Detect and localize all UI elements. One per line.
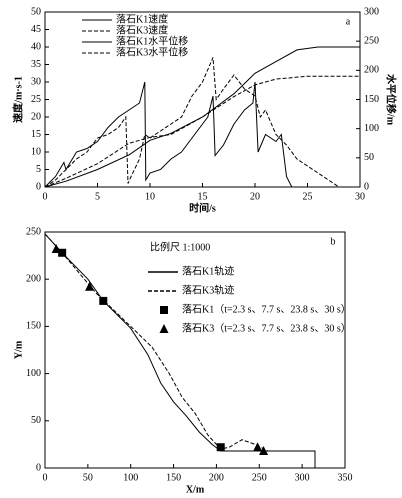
x-tick-label: 0 [43,472,48,483]
y2-tick-label: 0 [364,181,369,192]
x-tick-label: 10 [145,191,155,202]
y-tick-label: 15 [31,129,41,140]
legend-label: 落石K3（t=2.3 s、7.7 s、23.8 s、30 s） [182,322,351,334]
y-tick-label: 250 [26,226,41,237]
marker-square [99,296,108,305]
x-axis-label: 时间/s [189,201,216,214]
series-line [44,57,340,188]
x-tick-label: 350 [338,472,353,483]
y-tick-label: 0 [36,462,41,473]
marker-square [160,306,168,314]
x-tick-label: 100 [123,472,138,483]
legend-label: 落石K3速度 [116,23,168,36]
x-tick-label: 150 [166,472,181,483]
y-axis-label: Y/m [13,340,24,359]
y2-tick-label: 150 [364,94,379,105]
marker-triangle [85,281,95,291]
marker-triangle [259,446,269,456]
y-tick-label: 50 [31,6,41,17]
marker-triangle [51,243,61,253]
x-axis-label: X/m [186,484,205,495]
y-tick-label: 35 [31,59,41,70]
y2-tick-label: 50 [364,152,374,163]
x-tick-label: 5 [95,191,100,202]
y-tick-label: 200 [26,273,41,284]
y-tick-label: 100 [26,368,41,379]
legend-label: 落石K1（t=2.3 s、7.7 s、23.8 s、30 s） [182,303,351,315]
y-tick-label: 10 [31,146,41,157]
marker-triangle [253,442,263,452]
y2-axis-label: 水平位移/m [385,73,398,126]
legend-label: 落石K3水平位移 [116,45,188,58]
series-line [44,75,360,188]
y2-tick-label: 300 [364,6,379,17]
plot-frame [44,231,346,469]
marker-square [58,248,67,257]
y-tick-label: 25 [31,94,41,105]
y-tick-label: 30 [31,76,41,87]
y-tick-label: 150 [26,321,41,332]
scale-note: 比例尺 1:1000 [150,240,210,253]
y2-tick-label: 200 [364,65,379,76]
legend-label: 落石K1速度 [116,12,168,25]
y-tick-label: 40 [31,41,41,52]
x-tick-label: 20 [250,191,260,202]
y-tick-label: 20 [31,111,41,122]
series-line [44,46,360,188]
x-tick-label: 15 [198,191,208,202]
y2-tick-label: 100 [364,123,379,134]
plot-frame [44,11,361,188]
panel-label: a [346,16,351,27]
series-line [44,81,297,188]
series-line [44,233,316,468]
legend-label: 落石K3轨迹 [182,283,234,296]
x-tick-label: 300 [295,472,310,483]
marker-square [216,443,225,452]
panel-label: b [331,236,336,247]
y2-tick-label: 250 [364,35,379,46]
y-tick-label: 0 [36,181,41,192]
series-line [44,233,269,452]
x-tick-label: 50 [83,472,93,483]
legend-label: 落石K1轨迹 [182,264,234,277]
x-tick-label: 250 [252,472,267,483]
x-tick-label: 30 [355,191,365,202]
legend-label: 落石K1水平位移 [116,34,188,47]
y-axis-label: 速度/m·s-1 [11,76,24,123]
y-tick-label: 45 [31,24,41,35]
x-tick-label: 200 [209,472,224,483]
y-tick-label: 5 [36,164,41,175]
marker-triangle [159,324,169,333]
y-tick-label: 50 [31,415,41,426]
x-tick-label: 25 [303,191,313,202]
x-tick-label: 0 [43,191,48,202]
